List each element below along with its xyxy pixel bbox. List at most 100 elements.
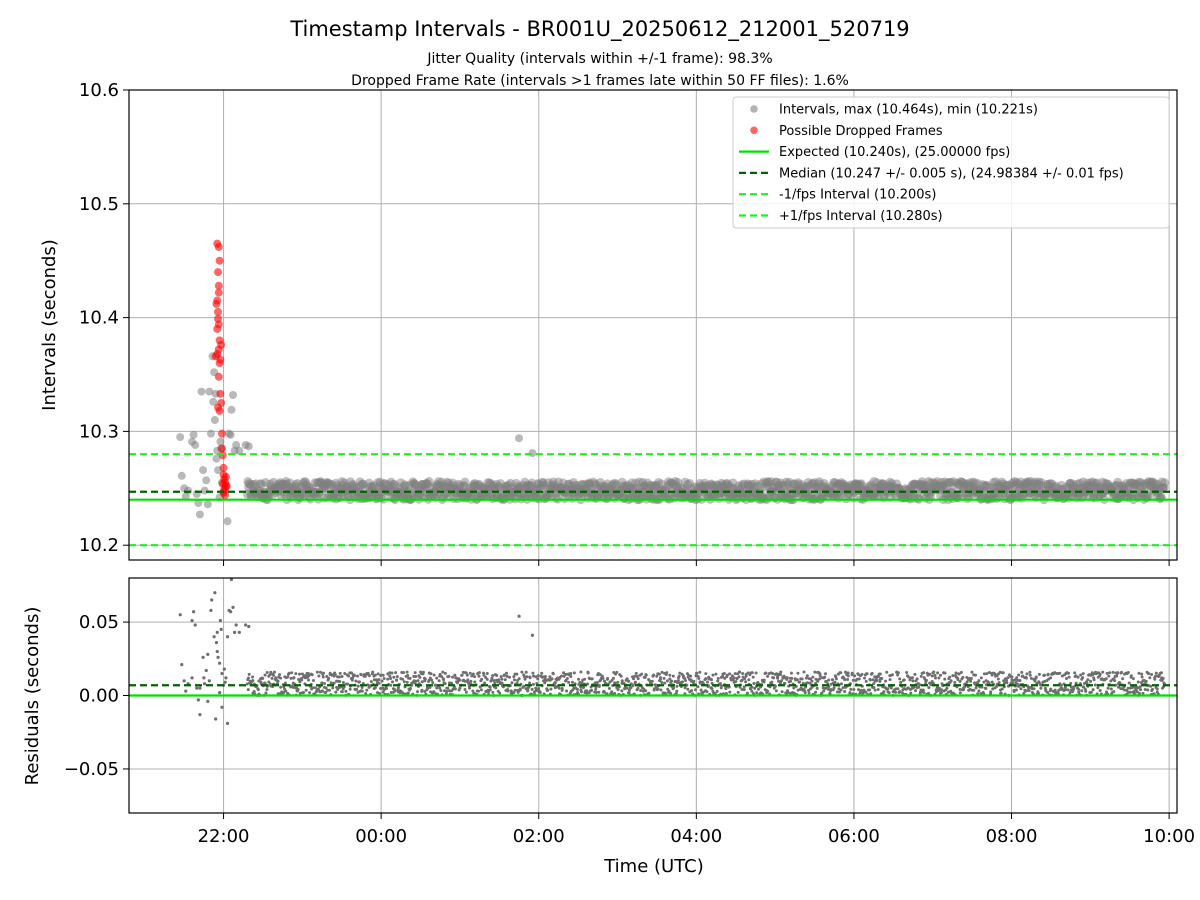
residual-point [570, 680, 574, 684]
residual-point [594, 687, 598, 691]
residual-point [1085, 681, 1089, 685]
residual-point [1015, 676, 1019, 680]
residual-point [578, 680, 582, 684]
residual-point [1141, 691, 1145, 695]
residual-point [447, 674, 451, 678]
residual-point [237, 630, 241, 634]
interval-point [216, 437, 225, 446]
residual-point [843, 678, 847, 682]
residual-point [832, 686, 836, 690]
residual-point [789, 679, 793, 683]
residual-point [414, 674, 418, 678]
interval-point [460, 477, 470, 487]
residual-point [377, 681, 381, 685]
residual-point [1098, 688, 1102, 692]
residual-point [711, 673, 715, 677]
residual-point [1120, 687, 1124, 691]
residual-point [477, 674, 481, 678]
residual-point [1146, 688, 1150, 692]
residual-point [421, 670, 425, 674]
residual-point [586, 671, 590, 675]
residual-point [1116, 671, 1120, 675]
interval-point [177, 471, 186, 480]
residual-point [725, 673, 729, 677]
residual-point [536, 677, 540, 681]
residual-point [1069, 681, 1073, 685]
residual-point [1016, 678, 1020, 682]
residual-point [430, 678, 434, 682]
residual-point [321, 671, 325, 675]
residual-point [1079, 673, 1083, 677]
residual-point [594, 691, 598, 695]
residual-point [792, 686, 796, 690]
residual-point [868, 678, 872, 682]
residual-point [1074, 681, 1078, 685]
residual-point [252, 689, 256, 693]
residual-point [696, 685, 700, 689]
interval-point [210, 416, 219, 425]
residual-point [737, 675, 741, 679]
x-tick-label: 08:00 [986, 826, 1038, 847]
residual-point [1150, 687, 1154, 691]
residual-point [997, 681, 1001, 685]
residual-point [298, 672, 302, 676]
residual-point [693, 688, 697, 692]
residual-point [742, 685, 746, 689]
residual-point [1105, 671, 1109, 675]
residual-point [532, 674, 536, 678]
residual-point [698, 670, 702, 674]
residual-point [479, 688, 483, 692]
interval-point [195, 510, 204, 519]
residual-point [636, 686, 640, 690]
residual-point [977, 689, 981, 693]
residual-point [351, 676, 355, 680]
residual-point [500, 681, 504, 685]
residual-point [634, 671, 638, 675]
residual-point [1028, 673, 1032, 677]
x-tick-label: 10:00 [1143, 826, 1195, 847]
residual-point [225, 635, 230, 639]
residual-point [543, 674, 547, 678]
residual-point [974, 686, 978, 690]
residual-point [927, 691, 931, 695]
residual-point [328, 671, 332, 675]
residual-point [912, 685, 916, 689]
interval-point [176, 433, 185, 442]
residual-point [261, 676, 265, 680]
residual-point [607, 687, 611, 691]
residual-point [764, 671, 768, 675]
residual-point [1143, 688, 1147, 692]
residual-point [1022, 691, 1026, 695]
residual-point [1080, 689, 1084, 693]
residual-point [820, 691, 824, 695]
residual-point [990, 680, 994, 684]
residual-point [982, 680, 986, 684]
residual-point [1049, 687, 1053, 691]
residual-point [409, 687, 413, 691]
residual-point [956, 678, 960, 682]
residual-point [440, 675, 444, 679]
chart-subtitle-dropped: Dropped Frame Rate (intervals >1 frames … [351, 73, 849, 89]
residual-point [560, 688, 564, 692]
interval-point [203, 500, 212, 509]
residual-point [485, 677, 489, 681]
residual-point [1111, 670, 1115, 674]
residual-point [429, 672, 433, 676]
residual-point [469, 679, 473, 683]
residual-point [905, 670, 909, 674]
residual-point [1077, 690, 1081, 694]
residual-point [460, 673, 464, 677]
residual-point [463, 688, 467, 692]
residual-point [1154, 674, 1158, 678]
residual-point [390, 671, 394, 675]
residual-point [338, 680, 342, 684]
residual-point [458, 678, 462, 682]
residual-point [1082, 685, 1086, 689]
residual-point [463, 679, 467, 683]
residual-point [401, 677, 405, 681]
residual-point [728, 690, 732, 694]
residual-point [1046, 672, 1050, 676]
residual-point [224, 676, 228, 680]
residual-point [265, 687, 269, 691]
residual-point [977, 679, 981, 683]
